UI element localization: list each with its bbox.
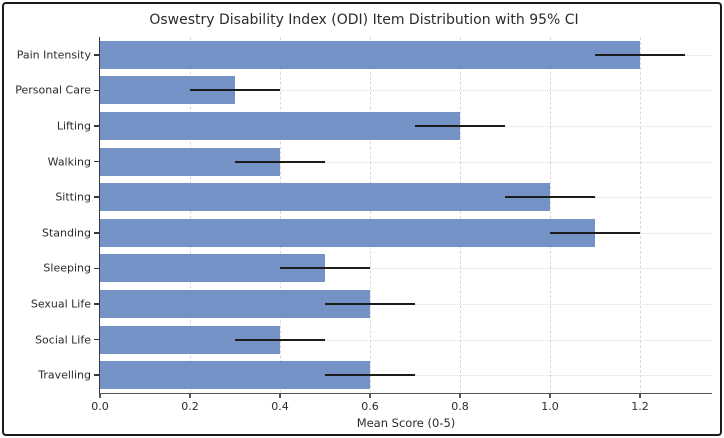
x-tick-label: 0.2 (181, 400, 199, 413)
error-bar (325, 303, 415, 305)
y-tick-mark (93, 89, 99, 92)
plot-area: Mean Score (0-5) 0.0 0.2 0.4 0.6 0.8 1.0 1.2 Pa… (15, 37, 712, 430)
y-category-label: Sexual Life (30, 297, 91, 311)
bar-pain-intensity (100, 40, 640, 69)
x-tick-mark (189, 393, 191, 398)
error-bar (235, 338, 325, 341)
y-category-label: Walking (47, 155, 91, 169)
x-tick-label: 1.0 (541, 400, 559, 413)
error-bar (280, 267, 370, 270)
y-category-label: Personal Care (15, 83, 91, 97)
y-category-label: Sleeping (43, 261, 91, 275)
error-bar (595, 53, 685, 56)
x-tick-label: 0.4 (271, 400, 289, 413)
x-gridline (460, 37, 461, 393)
x-axis-label: Mean Score (0-5) (356, 416, 456, 430)
error-bar (550, 231, 640, 234)
y-tick-mark (93, 232, 99, 234)
y-gridline (100, 339, 712, 341)
y-tick-mark (93, 338, 99, 341)
y-tick-mark (93, 196, 99, 198)
x-tick-mark (639, 393, 641, 398)
y-tick-mark (93, 125, 99, 127)
error-bar (190, 89, 280, 92)
x-gridline (550, 37, 551, 393)
bar-sitting (100, 183, 550, 212)
bar-lifting (100, 112, 460, 140)
error-bar (235, 160, 325, 163)
x-tick-mark (369, 393, 371, 398)
error-bar (415, 125, 505, 127)
x-gridline (640, 37, 641, 393)
bar-standing (100, 218, 595, 247)
y-category-label: Standing (41, 226, 91, 240)
y-tick-mark (93, 267, 99, 270)
error-bar (505, 196, 595, 199)
y-category-label: Travelling (38, 368, 91, 382)
x-tick-label: 0.0 (91, 400, 109, 413)
y-category-label: Sitting (55, 190, 91, 204)
y-tick-mark (93, 54, 99, 56)
x-gridline (370, 37, 371, 393)
y-category-label: Lifting (56, 119, 91, 133)
x-tick-mark (99, 393, 101, 398)
x-tick-mark (279, 393, 281, 398)
x-tick-label: 0.6 (361, 400, 379, 413)
x-tick-mark (459, 393, 461, 398)
chart-title: Oswestry Disability Index (ODI) Item Dis… (149, 12, 579, 28)
y-tick-mark (93, 374, 99, 376)
y-category-label: Pain Intensity (16, 48, 91, 62)
x-tick-label: 1.2 (631, 400, 649, 413)
y-gridline (100, 268, 712, 270)
error-bar (325, 374, 415, 377)
y-gridline (100, 161, 712, 163)
x-tick-label: 0.8 (451, 400, 469, 413)
y-category-label: Social Life (35, 333, 91, 347)
y-gridline (100, 90, 712, 92)
x-gridline (280, 37, 281, 393)
x-gridline (190, 37, 191, 393)
x-tick-mark (549, 393, 551, 398)
y-tick-mark (93, 303, 99, 305)
y-tick-mark (93, 160, 99, 163)
